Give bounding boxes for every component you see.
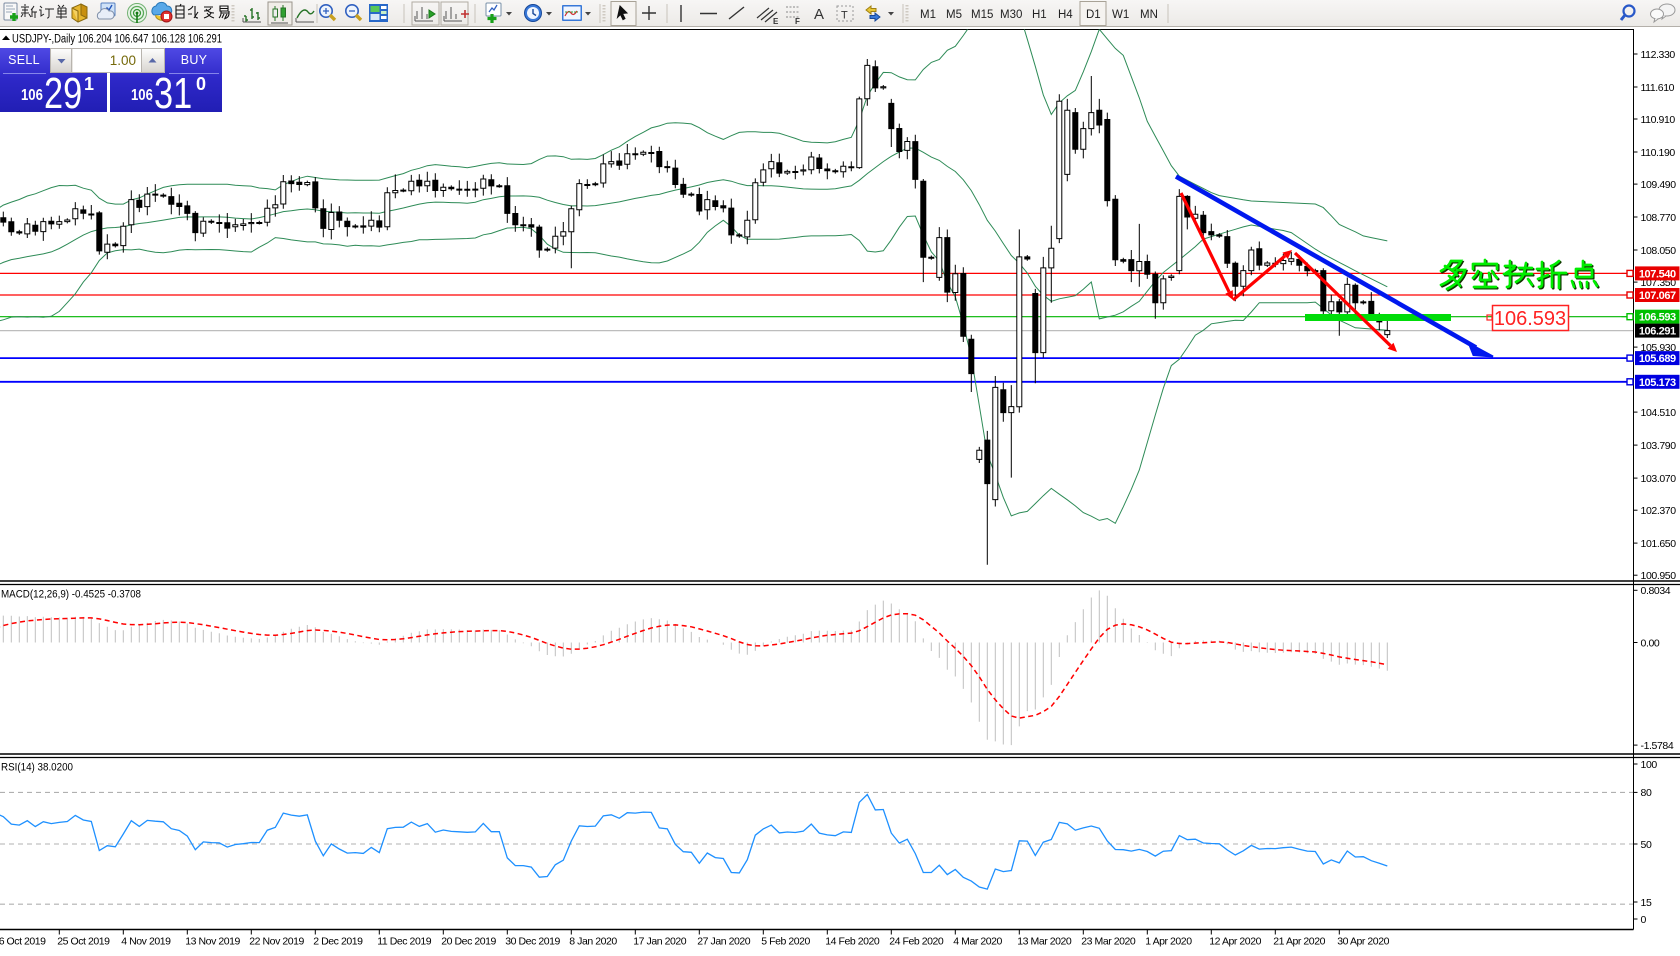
svg-text:27 Jan 2020: 27 Jan 2020 — [697, 936, 750, 948]
svg-text:21 Apr 2020: 21 Apr 2020 — [1273, 936, 1325, 948]
svg-text:108.770: 108.770 — [1641, 212, 1677, 224]
svg-text:25 Oct 2019: 25 Oct 2019 — [57, 936, 110, 948]
svg-text:105.689: 105.689 — [1639, 353, 1676, 365]
svg-text:104.510: 104.510 — [1641, 407, 1677, 419]
svg-text:E: E — [773, 17, 779, 26]
svg-text:107.540: 107.540 — [1639, 268, 1676, 280]
svg-text:0: 0 — [1641, 914, 1647, 926]
svg-text:30 Apr 2020: 30 Apr 2020 — [1337, 936, 1389, 948]
svg-text:T: T — [841, 10, 848, 22]
svg-text:105.173: 105.173 — [1639, 377, 1676, 389]
svg-text:110.190: 110.190 — [1641, 147, 1676, 159]
svg-text:0.8034: 0.8034 — [1641, 585, 1671, 597]
svg-text:13 Nov 2019: 13 Nov 2019 — [185, 936, 240, 948]
svg-text:H4: H4 — [1058, 9, 1073, 21]
svg-text:RSI(14) 38.0200: RSI(14) 38.0200 — [1, 762, 73, 774]
svg-text:11 Dec 2019: 11 Dec 2019 — [377, 936, 431, 948]
svg-text:108.050: 108.050 — [1641, 245, 1677, 257]
svg-text:105.930: 105.930 — [1641, 342, 1677, 354]
svg-text:4 Mar 2020: 4 Mar 2020 — [953, 936, 1002, 948]
svg-text:M5: M5 — [946, 9, 962, 21]
svg-text:100: 100 — [1641, 759, 1658, 771]
svg-text:M1: M1 — [920, 9, 936, 21]
svg-text:H1: H1 — [1032, 9, 1047, 21]
svg-text:17 Jan 2020: 17 Jan 2020 — [633, 936, 686, 948]
svg-text:M30: M30 — [1000, 9, 1022, 21]
svg-text:106.593: 106.593 — [1494, 308, 1566, 330]
svg-text:109.490: 109.490 — [1641, 179, 1677, 191]
svg-text:F: F — [795, 17, 800, 26]
svg-text:1 Apr 2020: 1 Apr 2020 — [1145, 936, 1192, 948]
svg-text:80: 80 — [1641, 787, 1652, 799]
svg-text:12 Apr 2020: 12 Apr 2020 — [1209, 936, 1261, 948]
svg-text:14 Feb 2020: 14 Feb 2020 — [825, 936, 880, 948]
svg-text:102.370: 102.370 — [1641, 505, 1677, 517]
svg-text:23 Mar 2020: 23 Mar 2020 — [1081, 936, 1136, 948]
svg-text:MACD(12,26,9) -0.4525 -0.3708: MACD(12,26,9) -0.4525 -0.3708 — [1, 589, 141, 601]
svg-text:106.593: 106.593 — [1639, 312, 1676, 324]
svg-text:20 Dec 2019: 20 Dec 2019 — [441, 936, 496, 948]
svg-text:8 Jan 2020: 8 Jan 2020 — [569, 936, 617, 948]
svg-text:0.00: 0.00 — [1641, 637, 1660, 649]
svg-text:A: A — [814, 6, 824, 23]
svg-text:106.291: 106.291 — [1639, 326, 1676, 338]
svg-text:M15: M15 — [971, 9, 993, 21]
svg-text:4 Nov 2019: 4 Nov 2019 — [121, 936, 171, 948]
svg-text:100.950: 100.950 — [1641, 570, 1677, 582]
svg-text:USDJPY-,Daily 106.204 106.647: USDJPY-,Daily 106.204 106.647 106.128 10… — [12, 34, 222, 46]
svg-text:2 Dec 2019: 2 Dec 2019 — [313, 936, 363, 948]
svg-text:13 Mar 2020: 13 Mar 2020 — [1017, 936, 1072, 948]
svg-text:101.650: 101.650 — [1641, 538, 1677, 550]
svg-text:24 Feb 2020: 24 Feb 2020 — [889, 936, 944, 948]
svg-text:107.067: 107.067 — [1639, 290, 1676, 302]
svg-text:110.910: 110.910 — [1641, 114, 1676, 126]
svg-text:30 Dec 2019: 30 Dec 2019 — [505, 936, 560, 948]
svg-text:D1: D1 — [1086, 9, 1101, 21]
svg-text:W1: W1 — [1112, 9, 1129, 21]
svg-text:5 Feb 2020: 5 Feb 2020 — [761, 936, 810, 948]
svg-text:50: 50 — [1641, 839, 1652, 851]
svg-text:103.790: 103.790 — [1641, 440, 1677, 452]
svg-text:111.610: 111.610 — [1641, 82, 1675, 94]
svg-text:16 Oct 2019: 16 Oct 2019 — [0, 936, 46, 948]
svg-text:22 Nov 2019: 22 Nov 2019 — [249, 936, 304, 948]
svg-text:15: 15 — [1641, 897, 1652, 909]
svg-text:103.070: 103.070 — [1641, 473, 1677, 485]
svg-text:112.330: 112.330 — [1641, 49, 1676, 61]
svg-text:-1.5784: -1.5784 — [1641, 740, 1674, 752]
svg-text:MN: MN — [1140, 9, 1158, 21]
